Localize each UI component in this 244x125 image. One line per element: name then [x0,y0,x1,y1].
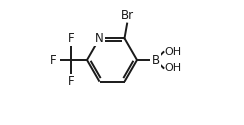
Text: OH: OH [164,47,182,57]
Text: B: B [152,54,160,66]
Text: F: F [67,32,74,45]
Text: F: F [49,54,56,66]
Text: Br: Br [121,9,134,22]
Text: OH: OH [164,63,182,73]
Text: F: F [67,75,74,88]
Text: N: N [95,32,104,45]
